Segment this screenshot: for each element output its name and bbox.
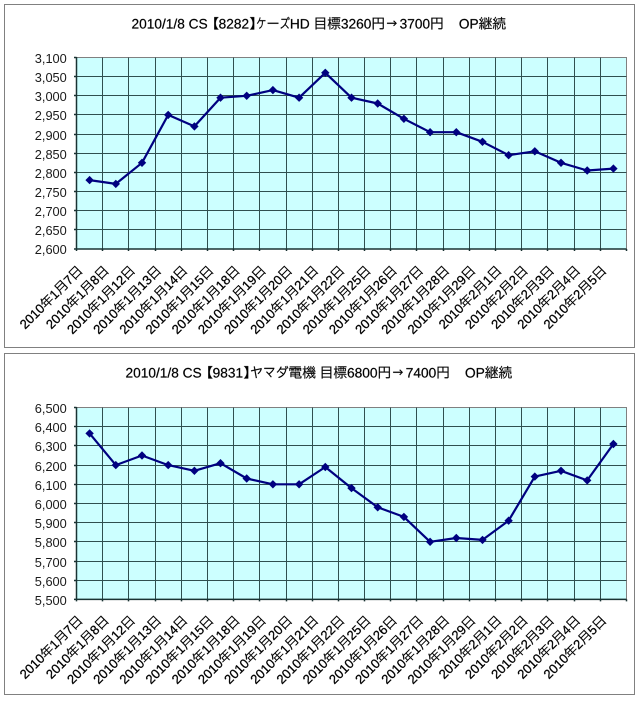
svg-text:6,400: 6,400: [35, 420, 67, 435]
svg-text:6,100: 6,100: [35, 478, 67, 493]
svg-text:2,650: 2,650: [35, 223, 67, 238]
svg-text:2,850: 2,850: [35, 147, 67, 162]
svg-text:5,500: 5,500: [35, 593, 67, 608]
svg-text:3,000: 3,000: [35, 89, 67, 104]
svg-text:3,050: 3,050: [35, 70, 67, 85]
svg-text:5,600: 5,600: [35, 574, 67, 589]
svg-text:6,200: 6,200: [35, 459, 67, 474]
svg-text:2,800: 2,800: [35, 166, 67, 181]
svg-text:2,700: 2,700: [35, 204, 67, 219]
svg-text:2,950: 2,950: [35, 108, 67, 123]
svg-text:2,900: 2,900: [35, 128, 67, 143]
svg-text:3,100: 3,100: [35, 51, 67, 66]
svg-text:2,750: 2,750: [35, 185, 67, 200]
svg-text:6,000: 6,000: [35, 497, 67, 512]
svg-text:5,900: 5,900: [35, 516, 67, 531]
svg-text:6,500: 6,500: [35, 401, 67, 416]
svg-text:2,600: 2,600: [35, 242, 67, 257]
svg-text:5,700: 5,700: [35, 555, 67, 570]
svg-text:5,800: 5,800: [35, 535, 67, 550]
svg-text:6,300: 6,300: [35, 439, 67, 454]
